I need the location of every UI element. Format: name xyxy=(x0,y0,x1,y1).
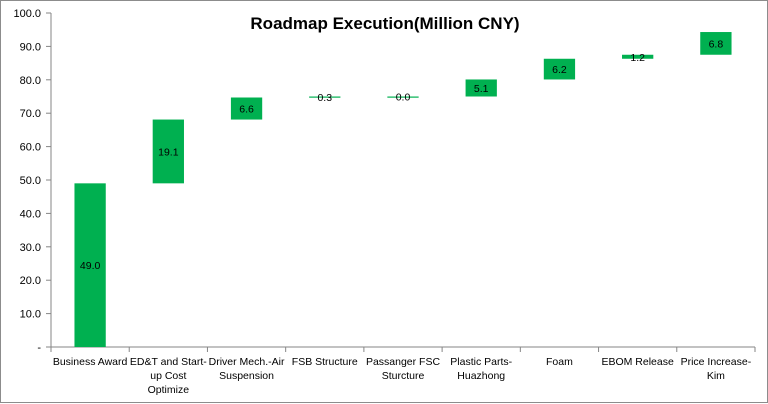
category-label-line: EBOM Release xyxy=(601,356,674,368)
y-tick-label: 40.0 xyxy=(20,208,41,220)
chart-title: Roadmap Execution(Million CNY) xyxy=(250,14,519,33)
y-tick-label: 90.0 xyxy=(20,41,41,53)
y-tick-label: 60.0 xyxy=(20,142,41,154)
category-label: FSB Structure xyxy=(292,356,358,368)
category-label-line: Plastic Parts- xyxy=(450,356,512,368)
data-label: 1.2 xyxy=(630,52,645,64)
data-label: 0.0 xyxy=(396,92,411,104)
y-tick-label: 70.0 xyxy=(20,108,41,120)
y-tick-label: 50.0 xyxy=(20,175,41,187)
category-label-line: Passanger FSC xyxy=(366,356,441,368)
category-label-line: Driver Mech.-Air xyxy=(209,356,285,368)
y-tick-label: 80.0 xyxy=(20,75,41,87)
data-label: 6.2 xyxy=(552,64,567,76)
category-label-line: Sturcture xyxy=(382,370,425,382)
y-tick-label: 20.0 xyxy=(20,275,41,287)
category-label-line: ED&T and Start- xyxy=(130,356,207,368)
data-label: 0.3 xyxy=(317,92,332,104)
y-tick-label: 30.0 xyxy=(20,242,41,254)
category-label-line: Foam xyxy=(546,356,573,368)
y-axis-ticks: - 10.0 20.0 30.0 40.0 50.0 60.0 70.0 80.0 90.0 100… xyxy=(13,8,51,354)
bar xyxy=(622,54,654,59)
bar xyxy=(309,96,341,98)
data-label: 5.1 xyxy=(474,83,489,95)
x-axis-ticks xyxy=(50,347,756,352)
bar xyxy=(230,97,263,120)
category-label-line: Huazhong xyxy=(457,370,505,382)
data-label: 49.0 xyxy=(80,260,101,272)
category-label: Plastic Parts- Huazhong xyxy=(450,356,512,382)
category-label: EBOM Release xyxy=(601,356,674,368)
bar xyxy=(543,58,576,80)
bar xyxy=(152,119,184,184)
category-label: Business Award xyxy=(53,356,128,368)
category-label: Price Increase- Kim xyxy=(681,356,752,382)
category-label: Driver Mech.-Air Suspension xyxy=(209,356,285,382)
y-tick-label: 10.0 xyxy=(20,309,41,321)
category-label: Passanger FSC Sturcture xyxy=(366,356,441,382)
bar xyxy=(700,32,732,55)
data-label: 6.8 xyxy=(709,38,724,50)
y-tick-label: 100.0 xyxy=(13,8,41,20)
category-label-line: FSB Structure xyxy=(292,356,358,368)
category-label-line: Price Increase- xyxy=(681,356,752,368)
category-label-line: Optimize xyxy=(148,384,190,396)
bar xyxy=(387,96,419,98)
bar xyxy=(74,183,106,347)
data-labels: 49.0 19.1 6.6 0.3 0.0 5.1 6.2 1.2 6.8 xyxy=(80,38,723,272)
bars xyxy=(74,32,732,347)
category-label-line: Suspension xyxy=(219,370,274,382)
category-label-line: Business Award xyxy=(53,356,128,368)
bar xyxy=(465,79,497,97)
category-label-line: up Cost xyxy=(150,370,186,382)
category-label-line: Kim xyxy=(707,370,725,382)
category-label: ED&T and Start-up Cost Optimize xyxy=(130,356,207,396)
data-label: 6.6 xyxy=(239,104,254,116)
data-label: 19.1 xyxy=(158,146,179,158)
category-label: Foam xyxy=(546,356,573,368)
y-tick-label: - xyxy=(37,342,41,354)
category-labels: Business Award ED&T and Start-up Cost Opti… xyxy=(53,356,752,396)
